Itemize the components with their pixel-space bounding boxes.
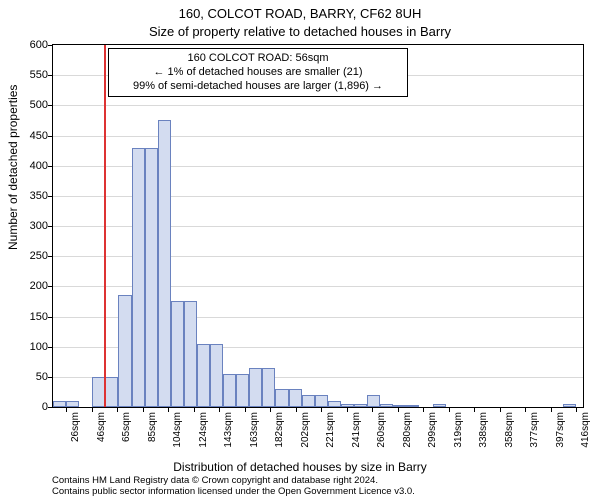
x-tick-mark: [398, 408, 399, 412]
histogram-bar: [433, 404, 446, 407]
histogram-bar: [53, 401, 66, 407]
histogram-bar: [145, 148, 158, 407]
x-tick-mark: [194, 408, 195, 412]
y-tick-mark: [48, 317, 52, 318]
y-tick-mark: [48, 196, 52, 197]
histogram-bar: [275, 389, 288, 407]
y-tick-label: 500: [8, 99, 48, 111]
histogram-bar: [210, 344, 223, 407]
title-sub: Size of property relative to detached ho…: [0, 24, 600, 39]
histogram-bar: [354, 404, 367, 407]
x-tick-mark: [449, 408, 450, 412]
histogram-bar: [289, 389, 302, 407]
footer: Contains HM Land Registry data © Crown c…: [52, 476, 415, 498]
x-tick-mark: [474, 408, 475, 412]
x-tick-mark: [423, 408, 424, 412]
x-tick-mark: [321, 408, 322, 412]
histogram-bar: [118, 295, 131, 407]
histogram-bar: [158, 120, 171, 407]
histogram-bar: [302, 395, 315, 407]
x-tick-mark: [245, 408, 246, 412]
y-tick-label: 0: [8, 401, 48, 413]
histogram-bar: [315, 395, 328, 407]
histogram-bar: [406, 405, 419, 407]
histogram-bar: [249, 368, 262, 407]
y-tick-mark: [48, 75, 52, 76]
x-tick-mark: [270, 408, 271, 412]
title-main: 160, COLCOT ROAD, BARRY, CF62 8UH: [0, 6, 600, 21]
x-tick-mark: [143, 408, 144, 412]
histogram-bar: [132, 148, 145, 407]
x-tick-mark: [372, 408, 373, 412]
histogram-bar: [223, 374, 236, 407]
y-tick-label: 400: [8, 160, 48, 172]
x-tick-mark: [66, 408, 67, 412]
y-tick-mark: [48, 347, 52, 348]
histogram-bar: [341, 404, 354, 407]
x-tick-mark: [525, 408, 526, 412]
histogram-bar: [197, 344, 210, 407]
histogram-bar: [328, 401, 341, 407]
x-tick-mark: [219, 408, 220, 412]
y-tick-mark: [48, 136, 52, 137]
y-tick-label: 350: [8, 190, 48, 202]
x-axis-label: Distribution of detached houses by size …: [0, 460, 600, 474]
histogram-bar: [66, 401, 79, 407]
histogram-bar: [393, 405, 406, 407]
x-tick-mark: [117, 408, 118, 412]
y-tick-label: 50: [8, 371, 48, 383]
y-tick-label: 250: [8, 250, 48, 262]
y-tick-mark: [48, 377, 52, 378]
histogram-bar: [380, 404, 393, 407]
y-tick-mark: [48, 166, 52, 167]
y-tick-mark: [48, 226, 52, 227]
y-tick-label: 450: [8, 130, 48, 142]
info-box: 160 COLCOT ROAD: 56sqm ← 1% of detached …: [108, 48, 408, 97]
info-line2: ← 1% of detached houses are smaller (21): [115, 66, 401, 80]
histogram-bar: [105, 377, 118, 407]
histogram-bar: [236, 374, 249, 407]
y-tick-mark: [48, 45, 52, 46]
x-tick-mark: [168, 408, 169, 412]
y-tick-mark: [48, 286, 52, 287]
y-tick-label: 100: [8, 341, 48, 353]
reference-line: [104, 45, 106, 407]
y-tick-mark: [48, 256, 52, 257]
histogram-bar: [171, 301, 184, 407]
x-tick-mark: [347, 408, 348, 412]
plot-area: [52, 44, 584, 408]
y-tick-label: 150: [8, 311, 48, 323]
y-tick-mark: [48, 407, 52, 408]
histogram-bar: [367, 395, 380, 407]
histogram-bar: [563, 404, 576, 407]
histogram-bar: [184, 301, 197, 407]
x-tick-mark: [92, 408, 93, 412]
chart-container: 160, COLCOT ROAD, BARRY, CF62 8UH Size o…: [0, 0, 600, 500]
y-tick-label: 600: [8, 39, 48, 51]
y-tick-mark: [48, 105, 52, 106]
x-tick-mark: [500, 408, 501, 412]
y-tick-label: 550: [8, 69, 48, 81]
y-tick-label: 300: [8, 220, 48, 232]
x-tick-mark: [576, 408, 577, 412]
histogram-bar: [262, 368, 275, 407]
gridline: [53, 105, 583, 106]
info-line1: 160 COLCOT ROAD: 56sqm: [115, 52, 401, 66]
footer-line2: Contains public sector information licen…: [52, 487, 415, 498]
y-tick-label: 200: [8, 280, 48, 292]
gridline: [53, 136, 583, 137]
info-line3: 99% of semi-detached houses are larger (…: [115, 80, 401, 94]
x-tick-mark: [551, 408, 552, 412]
x-tick-mark: [296, 408, 297, 412]
